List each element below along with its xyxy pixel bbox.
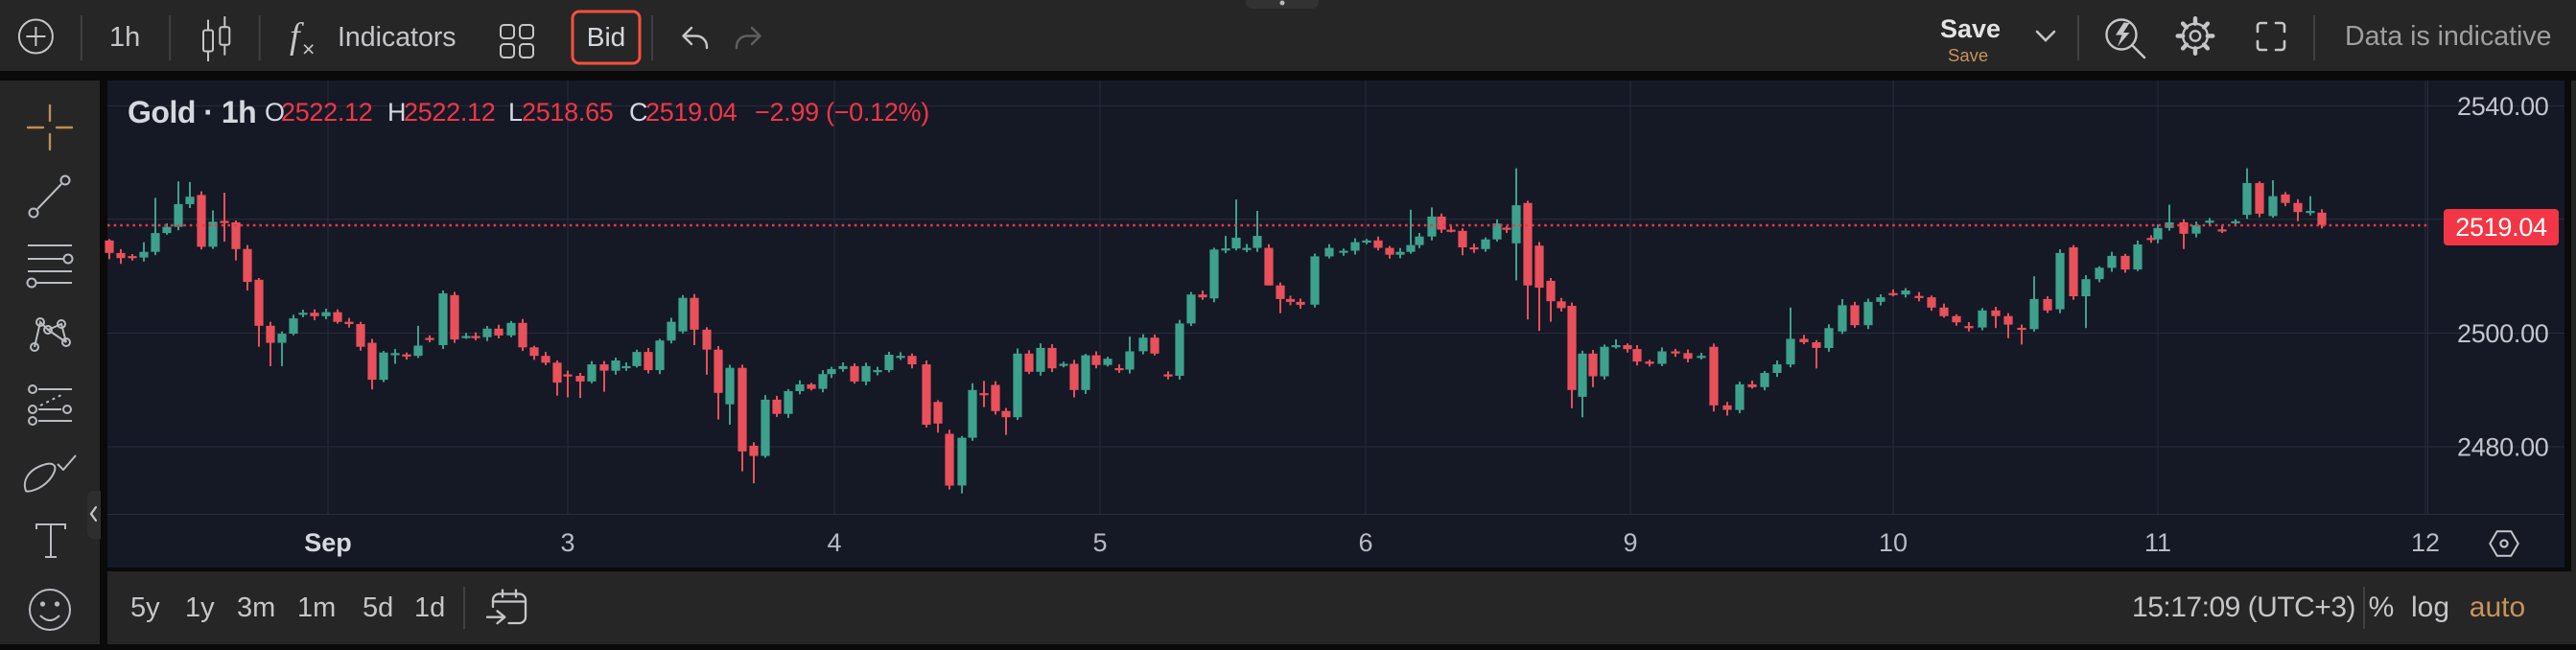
svg-text:H: H xyxy=(387,98,406,127)
svg-text:10: 10 xyxy=(1879,528,1908,557)
svg-text:auto: auto xyxy=(2470,592,2525,623)
svg-text:×: × xyxy=(302,36,315,61)
svg-text:1y: 1y xyxy=(185,592,215,623)
svg-text:2519.04: 2519.04 xyxy=(645,98,738,127)
svg-text:Save: Save xyxy=(1948,45,1988,65)
svg-text:3m: 3m xyxy=(237,592,275,623)
svg-text:Indicators: Indicators xyxy=(338,22,457,53)
svg-text:4: 4 xyxy=(827,528,841,557)
svg-text:O: O xyxy=(265,98,285,127)
svg-text:5: 5 xyxy=(1092,528,1107,557)
svg-text:Save: Save xyxy=(1940,14,2001,43)
svg-text:5y: 5y xyxy=(130,592,160,623)
svg-text:2522.12: 2522.12 xyxy=(404,98,496,127)
svg-text:2540.00: 2540.00 xyxy=(2457,92,2549,121)
svg-text:2518.65: 2518.65 xyxy=(522,98,614,127)
svg-text:Gold · 1h: Gold · 1h xyxy=(128,95,256,129)
svg-text:12: 12 xyxy=(2411,528,2440,557)
svg-text:15:17:09 (UTC+3): 15:17:09 (UTC+3) xyxy=(2132,592,2355,623)
svg-text:2500.00: 2500.00 xyxy=(2457,319,2549,348)
svg-text:3: 3 xyxy=(560,528,574,557)
svg-text:2480.00: 2480.00 xyxy=(2457,433,2549,462)
svg-text:9: 9 xyxy=(1623,528,1637,557)
svg-text:6: 6 xyxy=(1358,528,1372,557)
svg-text:Data is indicative: Data is indicative xyxy=(2345,21,2551,52)
svg-text:−2.99 (−0.12%): −2.99 (−0.12%) xyxy=(755,98,929,127)
svg-text:1m: 1m xyxy=(297,592,336,623)
svg-text:%: % xyxy=(2369,592,2395,623)
svg-text:2519.04: 2519.04 xyxy=(2455,213,2547,242)
svg-text:1d: 1d xyxy=(414,592,445,623)
svg-text:2522.12: 2522.12 xyxy=(281,98,373,127)
svg-text:Bid: Bid xyxy=(587,22,625,52)
svg-text:L: L xyxy=(508,98,523,127)
svg-text:5d: 5d xyxy=(363,592,393,623)
svg-text:C: C xyxy=(629,98,647,127)
svg-text:11: 11 xyxy=(2144,528,2171,557)
svg-text:Sep: Sep xyxy=(304,528,352,557)
svg-text:log: log xyxy=(2411,592,2449,623)
svg-text:1h: 1h xyxy=(109,22,140,53)
